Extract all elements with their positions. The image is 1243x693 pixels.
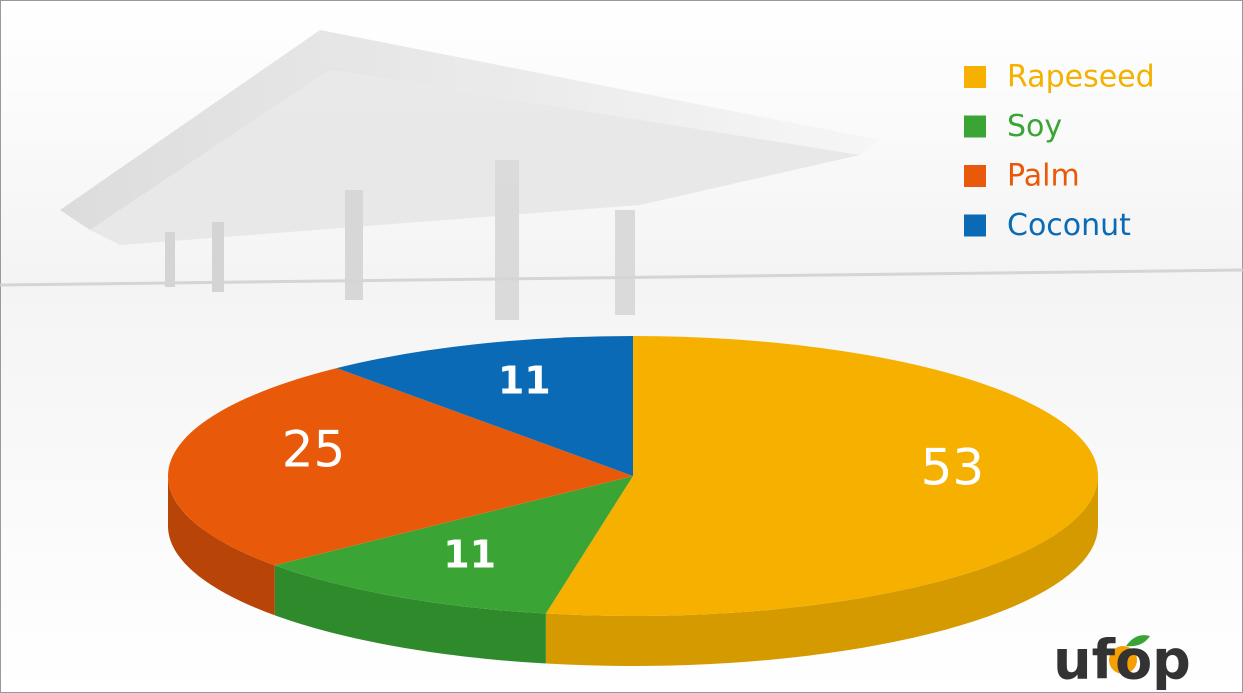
legend-label: Palm [1007, 159, 1080, 194]
legend-swatch [964, 215, 986, 237]
legend-swatch [964, 165, 986, 187]
legend-swatch [964, 116, 986, 138]
legend-label: Soy [1007, 109, 1062, 144]
pie: 53 11 25 11 [168, 336, 1098, 666]
value-label: 53 [921, 439, 985, 497]
legend-label: Rapeseed [1007, 60, 1155, 95]
logo-text: ufop [1053, 629, 1191, 692]
value-label: 25 [282, 420, 346, 478]
value-label: 11 [443, 533, 496, 577]
logo: ufop [1053, 629, 1191, 692]
chart: 53 11 25 11 Rapeseed Soy Palm Coconut ufop [0, 0, 1243, 693]
value-label: 11 [498, 359, 551, 403]
legend-label: Coconut [1007, 208, 1131, 243]
legend-swatch [964, 66, 986, 88]
